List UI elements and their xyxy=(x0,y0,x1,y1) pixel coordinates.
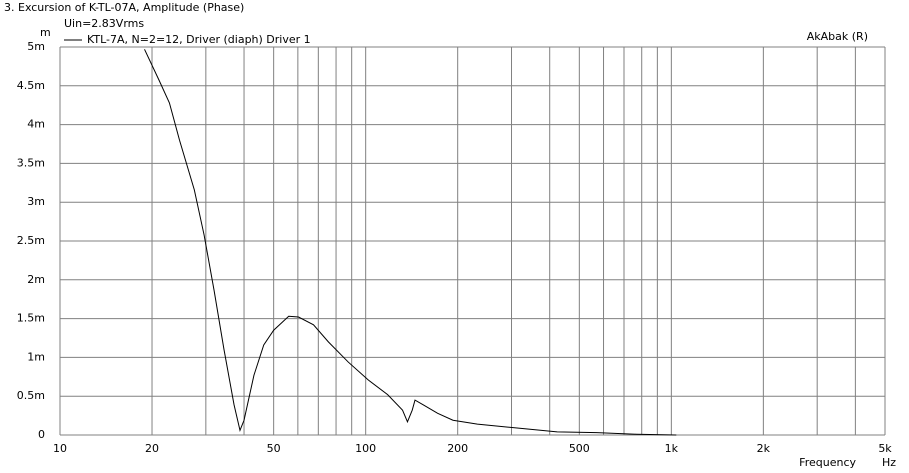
y-tick-label: 4m xyxy=(27,118,45,131)
subtitle: Uin=2.83Vrms xyxy=(64,17,144,30)
x-tick-label: 20 xyxy=(145,442,159,455)
y-tick-label: 0 xyxy=(38,428,45,441)
y-tick-label: 2m xyxy=(27,273,45,286)
legend-label: KTL-7A, N=2=12, Driver (diaph) Driver 1 xyxy=(87,33,311,46)
x-axis-label: Frequency xyxy=(799,456,856,469)
chart-title: 3. Excursion of K-TL-07A, Amplitude (Pha… xyxy=(4,1,244,14)
x-tick-label: 200 xyxy=(447,442,468,455)
watermark: AkAbak (R) xyxy=(807,30,868,43)
y-tick-label: 2.5m xyxy=(17,234,45,247)
y-tick-label: 5m xyxy=(27,40,45,53)
y-unit: m xyxy=(40,26,51,39)
x-unit: Hz xyxy=(882,456,896,469)
x-tick-label: 10 xyxy=(53,442,67,455)
line-series xyxy=(144,49,677,436)
y-tick-label: 1m xyxy=(27,350,45,363)
x-tick-label: 1k xyxy=(665,442,679,455)
x-tick-label: 100 xyxy=(355,442,376,455)
x-tick-label: 500 xyxy=(569,442,590,455)
y-tick-label: 3m xyxy=(27,195,45,208)
y-tick-label: 4.5m xyxy=(17,79,45,92)
y-tick-label: 0.5m xyxy=(17,389,45,402)
y-tick-label: 3.5m xyxy=(17,156,45,169)
x-tick-label: 2k xyxy=(757,442,771,455)
x-tick-label: 50 xyxy=(267,442,281,455)
x-tick-label: 5k xyxy=(878,442,892,455)
y-tick-label: 1.5m xyxy=(17,312,45,325)
